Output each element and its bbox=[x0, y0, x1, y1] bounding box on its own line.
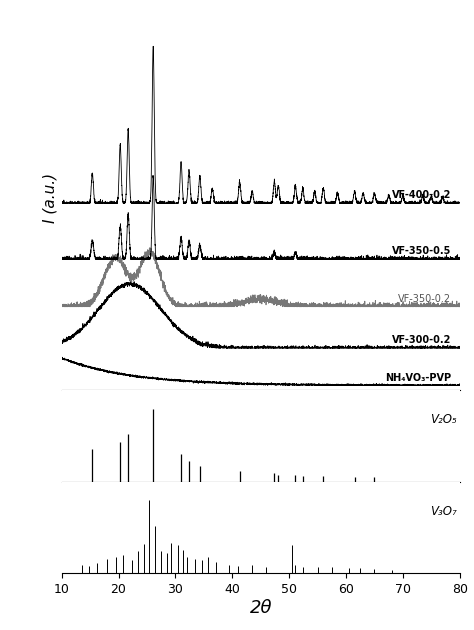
Text: V₂O₅: V₂O₅ bbox=[430, 413, 457, 426]
Text: VF-400-0.2: VF-400-0.2 bbox=[392, 190, 451, 200]
Text: VF-300-0.2: VF-300-0.2 bbox=[392, 335, 451, 345]
Text: VF-350-0.2: VF-350-0.2 bbox=[398, 294, 451, 304]
Text: VF-350-0.5: VF-350-0.5 bbox=[392, 246, 451, 256]
X-axis label: 2θ: 2θ bbox=[249, 598, 272, 617]
Y-axis label: I (a.u.): I (a.u.) bbox=[43, 173, 57, 224]
Text: V₃O₇: V₃O₇ bbox=[430, 505, 457, 518]
Text: NH₄VO₃-PVP: NH₄VO₃-PVP bbox=[385, 372, 451, 382]
